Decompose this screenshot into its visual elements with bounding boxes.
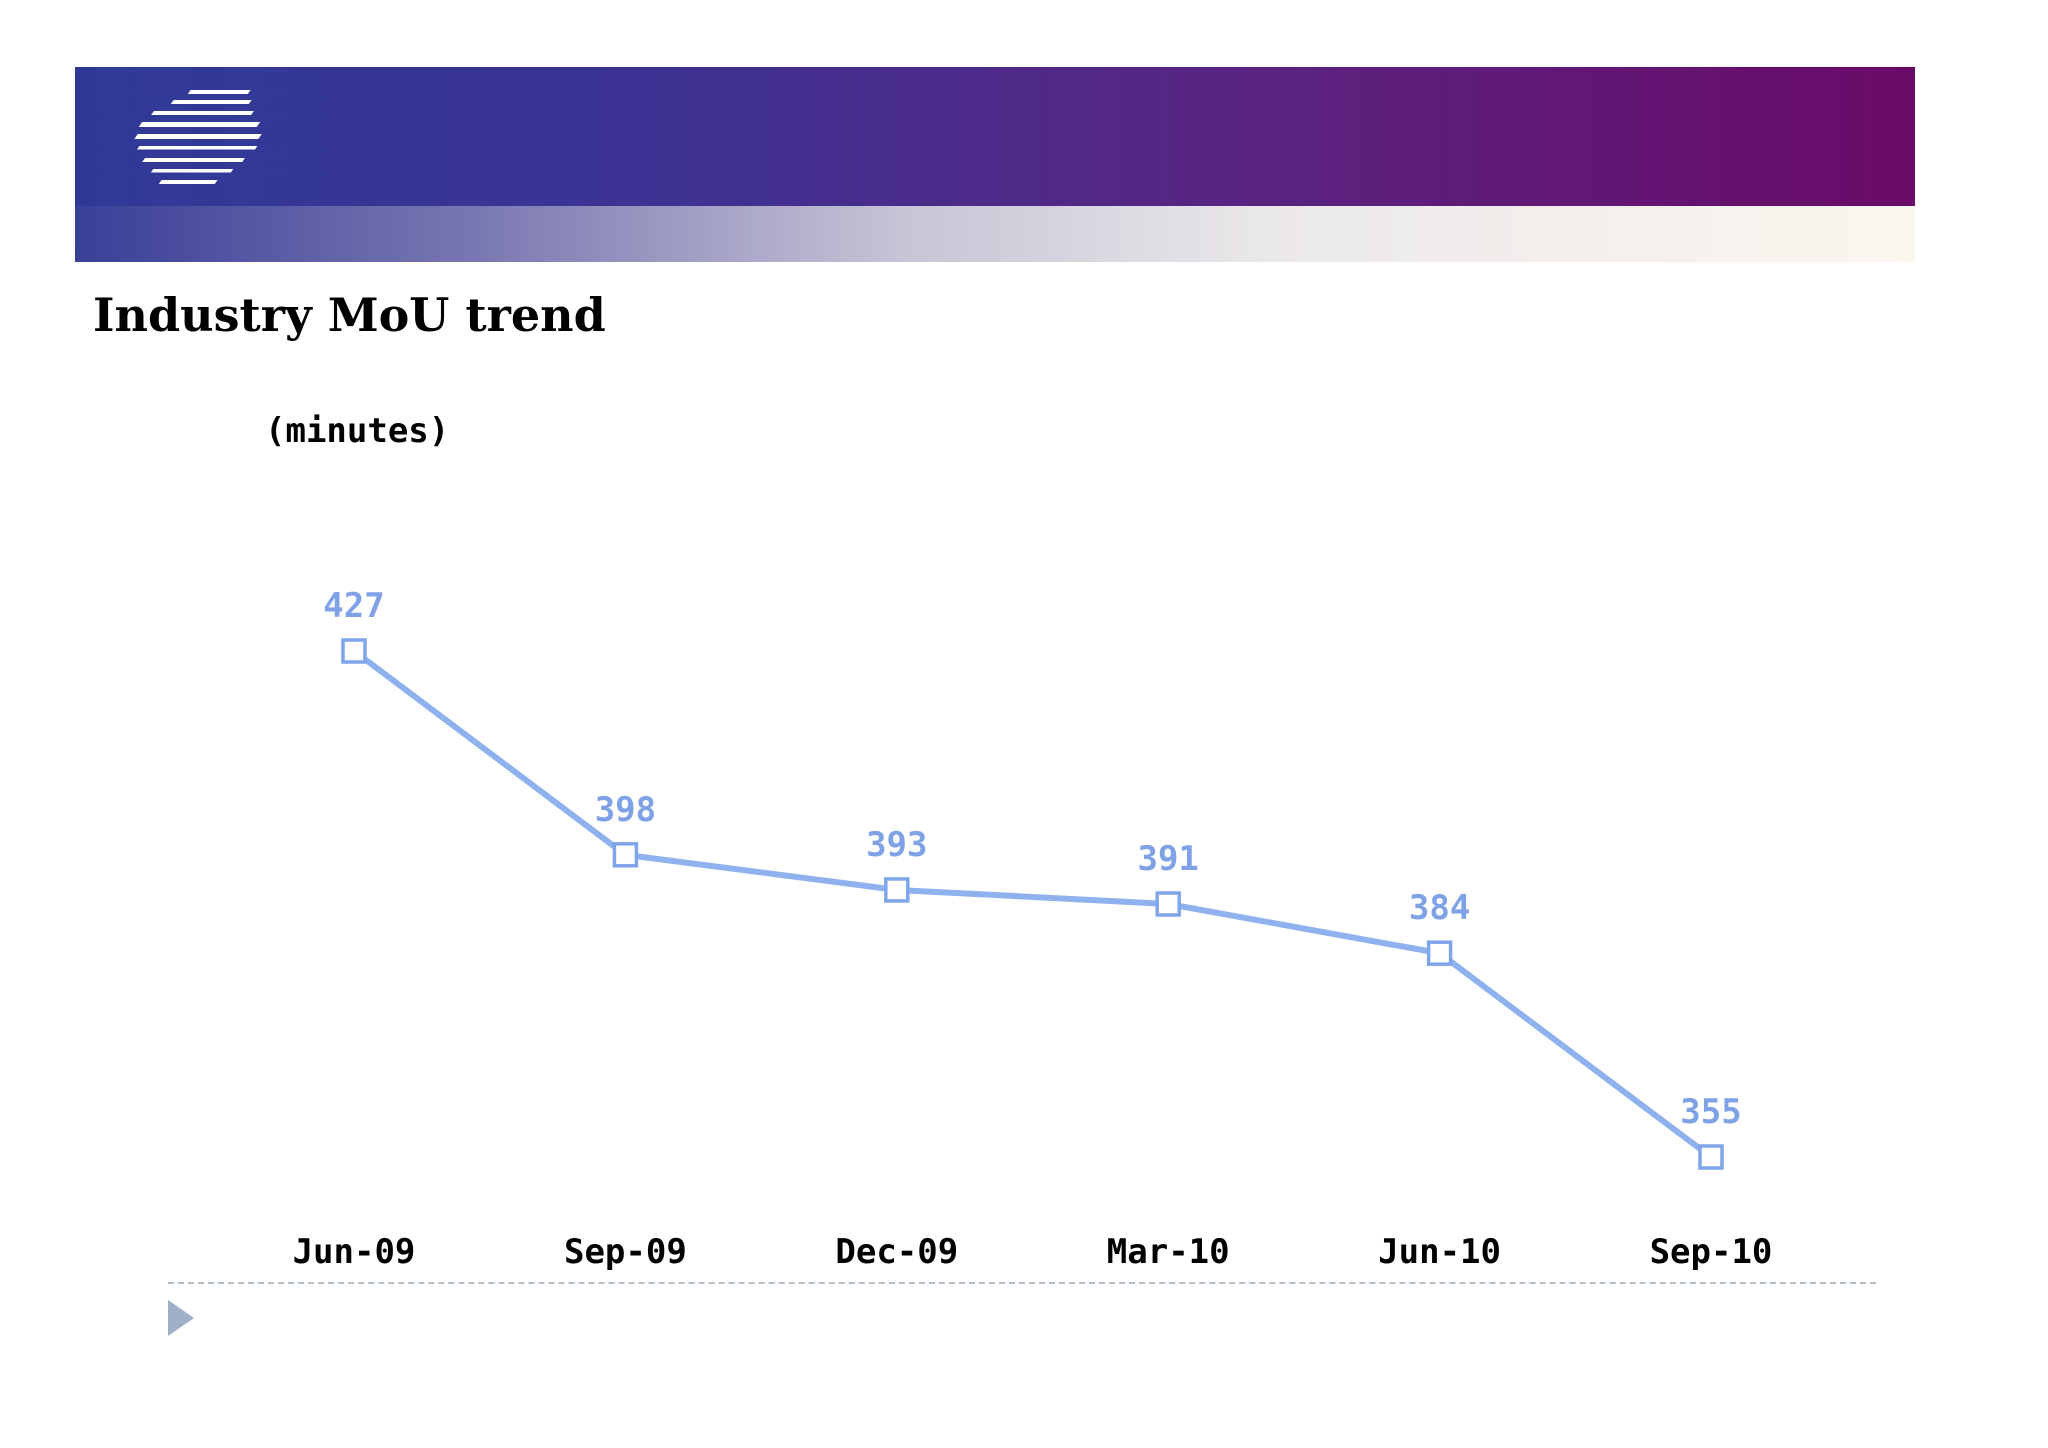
data-point-marker	[1426, 940, 1453, 966]
data-label: 391	[1137, 839, 1198, 879]
data-point-marker	[1698, 1144, 1724, 1170]
header-band	[75, 67, 1915, 206]
data-label: 398	[595, 790, 656, 830]
data-label: 384	[1409, 888, 1470, 928]
data-point-marker	[612, 842, 639, 868]
data-point-marker	[884, 877, 910, 903]
striped-globe-logo-icon	[100, 90, 330, 184]
header-gradient-fade	[75, 206, 1915, 262]
x-tick-label: Dec-09	[835, 1232, 958, 1272]
data-point-marker	[341, 638, 367, 664]
data-point-marker	[1155, 891, 1181, 917]
unit-label: (minutes)	[265, 411, 449, 451]
data-label: 355	[1680, 1092, 1741, 1132]
triangle-bullet-icon	[168, 1300, 194, 1336]
x-tick-label: Mar-10	[1107, 1232, 1230, 1272]
page-title: Industry MoU trend	[93, 288, 606, 342]
x-tick-label: Jun-09	[293, 1232, 416, 1272]
data-label: 427	[323, 586, 384, 626]
footer-divider	[168, 1282, 1876, 1284]
x-tick-label: Jun-10	[1378, 1232, 1501, 1272]
x-tick-label: Sep-10	[1650, 1232, 1773, 1272]
data-label: 393	[866, 825, 927, 865]
x-tick-label: Sep-09	[564, 1232, 687, 1272]
series-line	[351, 648, 1714, 1160]
